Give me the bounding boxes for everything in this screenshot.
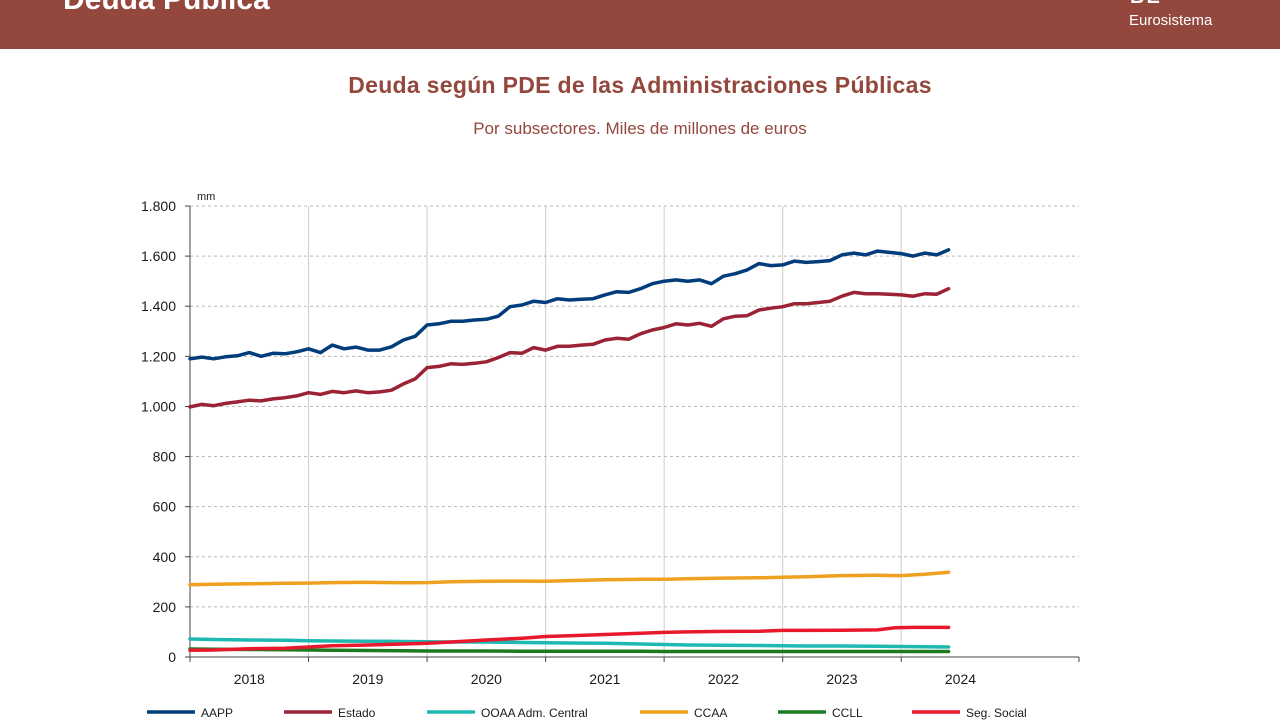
legend-label-aapp: AAPP [201, 706, 233, 720]
x-tick-label-2024: 2024 [945, 671, 976, 687]
y-tick-label: 1.400 [141, 298, 176, 314]
y-tick-label: 1.800 [141, 198, 176, 214]
legend-label-ccaa: CCAA [694, 706, 727, 720]
x-tick-label-2019: 2019 [352, 671, 383, 687]
x-tick-label-2021: 2021 [589, 671, 620, 687]
legend-label-estado: Estado [338, 706, 376, 720]
chart-subtitle: Por subsectores. Miles de millones de eu… [473, 119, 807, 138]
y-tick-label: 1.600 [141, 248, 176, 264]
y-tick-label: 400 [153, 549, 177, 565]
header-banner: Deuda Pública BE Eurosistema [0, 0, 1280, 49]
y-tick-label: 0 [168, 649, 176, 665]
y-tick-label: 800 [153, 449, 177, 465]
legend-label-ooaa-adm-central: OOAA Adm. Central [481, 706, 588, 720]
unit-label: mm [197, 191, 215, 203]
brand-logo: BE [1130, 0, 1162, 9]
x-tick-label-2018: 2018 [234, 671, 265, 687]
legend-label-ccll: CCLL [832, 706, 863, 720]
series-line-ccaa [188, 570, 951, 587]
x-tick-label-2020: 2020 [471, 671, 502, 687]
series-line-ccll [188, 647, 951, 654]
x-tick-label-2023: 2023 [826, 671, 857, 687]
y-tick-label: 600 [153, 499, 177, 515]
x-tick-label-2022: 2022 [708, 671, 739, 687]
series-line-ooaa-adm-central [188, 637, 951, 649]
page-title: Deuda Pública [63, 0, 270, 17]
series-line-seg-social [188, 625, 951, 652]
series-line-aapp [188, 248, 951, 361]
legend-label-seg-social: Seg. Social [966, 706, 1027, 720]
y-tick-label: 200 [153, 599, 177, 615]
y-tick-label: 1.200 [141, 348, 176, 364]
series-line-estado [188, 286, 951, 409]
y-tick-label: 1.000 [141, 398, 176, 414]
chart-title: Deuda según PDE de las Administraciones … [348, 72, 932, 98]
brand-subtitle: Eurosistema [1129, 12, 1213, 29]
